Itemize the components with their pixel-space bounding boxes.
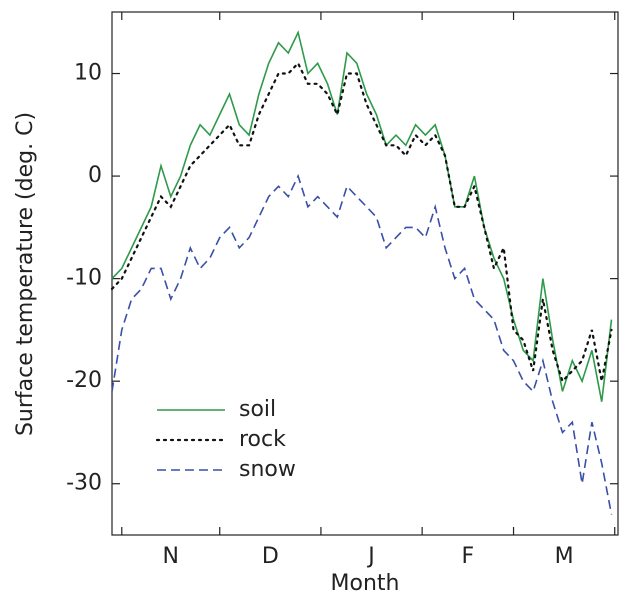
y-tick-label: -30 (66, 471, 102, 496)
y-tick-label: -10 (66, 266, 102, 291)
line-snow (111, 173, 613, 515)
x-tick-label: F (462, 544, 475, 569)
y-tick-label: -20 (66, 368, 102, 393)
x-tick-label: D (262, 544, 279, 569)
legend-label: snow (239, 457, 296, 482)
plot-frame (111, 11, 619, 536)
legend-label: soil (239, 397, 276, 422)
y-tick-label: 10 (74, 61, 102, 86)
x-tick-label: N (163, 544, 179, 569)
y-tick-label: 0 (88, 163, 102, 188)
line-soil (111, 30, 613, 402)
line-rock (110, 61, 613, 384)
y-axis-label: Surface temperature (deg. C) (13, 112, 38, 436)
x-tick-label: M (555, 544, 574, 569)
legend-label: rock (239, 427, 286, 452)
x-axis-label: Month (331, 571, 400, 596)
x-tick-label: J (366, 544, 375, 569)
